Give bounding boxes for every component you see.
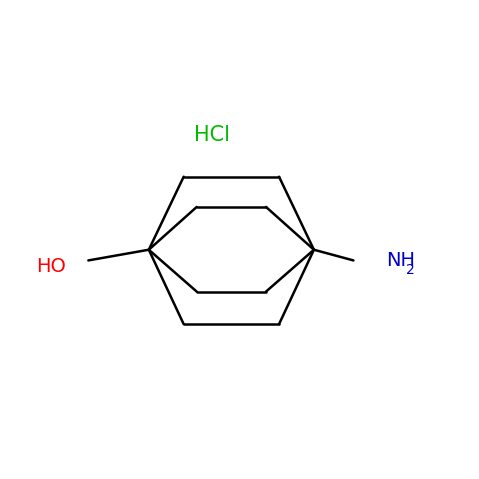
Text: HO: HO <box>36 257 66 276</box>
Text: NH: NH <box>386 251 415 270</box>
Text: HCl: HCl <box>194 125 229 145</box>
Text: 2: 2 <box>406 263 415 277</box>
